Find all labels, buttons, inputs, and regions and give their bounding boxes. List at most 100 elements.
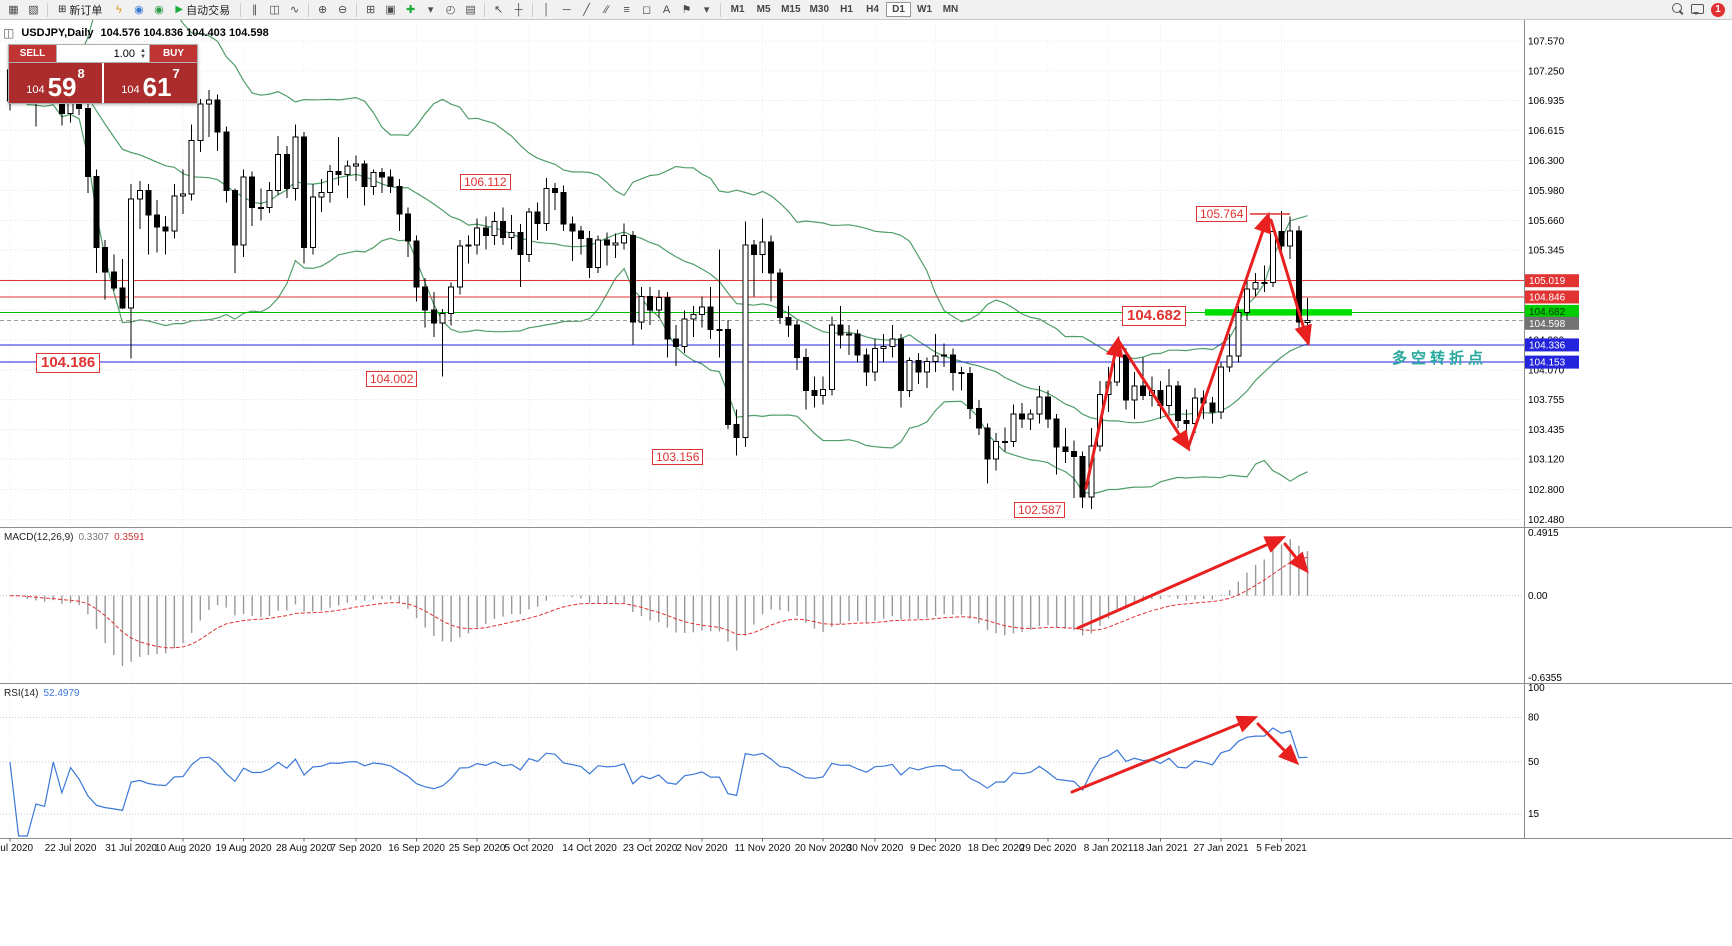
templates-icon[interactable]: ▤ xyxy=(465,4,476,16)
svg-text:106.300: 106.300 xyxy=(1528,156,1565,167)
rsi-label: RSI(14) 52.4979 xyxy=(4,688,80,699)
svg-text:29 Dec 2020: 29 Dec 2020 xyxy=(1020,843,1077,854)
fibonacci-icon[interactable]: ≡ xyxy=(623,3,630,16)
cascade-windows-icon[interactable]: ▣ xyxy=(385,4,396,16)
svg-text:11 Nov 2020: 11 Nov 2020 xyxy=(735,843,791,854)
timeframe-m5[interactable]: M5 xyxy=(756,4,771,15)
indicators-dropdown-icon[interactable]: ▾ xyxy=(427,4,434,16)
sell-button[interactable]: SELL xyxy=(9,45,56,62)
channel-icon[interactable]: ∕∕ xyxy=(604,3,609,16)
indicators-icon[interactable]: ✚ xyxy=(405,4,416,16)
periods-icon[interactable]: ◴ xyxy=(445,4,456,16)
cursor-icon[interactable]: ↖ xyxy=(493,4,504,16)
timeframe-d1[interactable]: D1 xyxy=(886,2,911,17)
price-label-102.587: 102.587 xyxy=(1014,502,1066,518)
arrows-dropdown-icon[interactable]: ▾ xyxy=(703,4,710,16)
timeframe-m1[interactable]: M1 xyxy=(730,4,745,15)
community-icon[interactable]: ◉ xyxy=(134,4,144,16)
svg-text:2 Nov 2020: 2 Nov 2020 xyxy=(676,843,728,854)
label-icon[interactable]: ⚑ xyxy=(681,4,692,16)
new-order-button-label: 新订单 xyxy=(69,4,103,17)
price-label-104.002: 104.002 xyxy=(366,371,418,387)
market-icon[interactable]: ◉ xyxy=(154,4,164,16)
bollinger-upper-band xyxy=(9,20,1308,360)
volume-field: ▲ ▼ xyxy=(56,45,150,62)
chart-window-icon: ◫ xyxy=(3,26,15,40)
trendline-icon[interactable]: ╱ xyxy=(583,4,590,16)
timeframe-h1[interactable]: H1 xyxy=(840,4,853,15)
svg-text:104.153: 104.153 xyxy=(1529,358,1566,369)
svg-text:3 Jul 2020: 3 Jul 2020 xyxy=(0,843,34,854)
svg-text:106.935: 106.935 xyxy=(1528,96,1565,107)
line-chart-icon[interactable]: ∿ xyxy=(289,4,300,16)
chart-area: 107.570 107.250 106.935 106.615 106.300 105.9… xyxy=(0,20,1732,946)
svg-text:5 Feb 2021: 5 Feb 2021 xyxy=(1256,843,1307,854)
svg-text:107.250: 107.250 xyxy=(1528,67,1565,78)
price-label-104.186: 104.186 xyxy=(36,353,101,373)
volume-up-button[interactable]: ▲ xyxy=(140,47,146,54)
trend-arrow-main xyxy=(1116,338,1191,452)
sell-price[interactable]: 104 59 8 xyxy=(9,63,102,103)
macd-value: 0.3307 xyxy=(78,532,110,543)
svg-text:104.070: 104.070 xyxy=(1528,365,1565,376)
svg-text:15: 15 xyxy=(1528,809,1540,820)
vertical-line-icon[interactable]: │ xyxy=(543,3,551,16)
tile-windows-icon[interactable]: ⊞ xyxy=(365,4,376,16)
svg-text:16 Sep 2020: 16 Sep 2020 xyxy=(388,843,445,854)
toolbar-separator xyxy=(484,2,486,17)
new-order-icon: ⊞ xyxy=(58,4,67,15)
timeframe-m30[interactable]: M30 xyxy=(809,4,829,15)
buy-price[interactable]: 104 61 7 xyxy=(104,63,197,103)
svg-text:103.120: 103.120 xyxy=(1528,455,1565,466)
horizontal-line-icon[interactable]: ─ xyxy=(562,3,571,16)
svg-text:27 Jan 2021: 27 Jan 2021 xyxy=(1193,843,1248,854)
zoom-out-icon[interactable]: ⊖ xyxy=(337,4,348,16)
search-icon[interactable] xyxy=(1668,1,1687,18)
buy-button[interactable]: BUY xyxy=(150,45,197,62)
annotation-arrows xyxy=(1070,211,1312,794)
new-order-button[interactable]: ⊞ 新订单 xyxy=(52,1,108,18)
svg-text:0.4915: 0.4915 xyxy=(1528,528,1559,539)
profiles-icon[interactable]: ▧ xyxy=(28,4,39,16)
svg-text:-0.6355: -0.6355 xyxy=(1528,673,1562,684)
svg-text:30 Nov 2020: 30 Nov 2020 xyxy=(847,843,904,854)
timeframe-h4[interactable]: H4 xyxy=(866,4,879,15)
candles xyxy=(7,52,1311,510)
svg-text:18 Jan 2021: 18 Jan 2021 xyxy=(1133,843,1188,854)
sell-pips: 59 xyxy=(47,72,77,102)
svg-text:9 Dec 2020: 9 Dec 2020 xyxy=(910,843,962,854)
volume-down-button[interactable]: ▼ xyxy=(140,53,146,60)
bar-chart-icon[interactable]: ∥ xyxy=(251,4,258,16)
svg-text:104.598: 104.598 xyxy=(1529,319,1566,330)
timeframe-m15[interactable]: M15 xyxy=(781,4,801,15)
trend-arrow-rsi xyxy=(1256,722,1300,766)
svg-text:7 Sep 2020: 7 Sep 2020 xyxy=(330,843,382,854)
volume-input[interactable] xyxy=(57,47,138,60)
svg-text:31 Jul 2020: 31 Jul 2020 xyxy=(105,843,157,854)
axis-tag-104.598 xyxy=(1525,316,1579,330)
play-icon: ▶ xyxy=(175,4,184,15)
trend-arrow-main xyxy=(1186,211,1272,450)
notification-badge[interactable]: 1 xyxy=(1711,2,1725,17)
shapes-icon[interactable]: ◻ xyxy=(642,4,652,16)
autotrading-button[interactable]: ▶ 自动交易 xyxy=(169,1,236,18)
trend-arrow-macd xyxy=(1283,542,1309,574)
crosshair-icon[interactable]: ┼ xyxy=(514,3,523,16)
alerts-icon[interactable]: ϟ xyxy=(115,3,122,16)
new-chart-icon[interactable]: ▦ xyxy=(8,4,19,16)
timeframe-w1[interactable]: W1 xyxy=(917,4,932,15)
axis-tag-104.846 xyxy=(1525,290,1579,304)
chat-icon[interactable] xyxy=(1688,1,1707,18)
candlestick-chart-icon[interactable]: ◫ xyxy=(269,4,280,16)
svg-text:0.00: 0.00 xyxy=(1528,591,1548,602)
svg-text:10 Aug 2020: 10 Aug 2020 xyxy=(155,843,212,854)
text-icon[interactable]: A xyxy=(662,3,671,16)
svg-text:18 Dec 2020: 18 Dec 2020 xyxy=(968,843,1025,854)
horizontal-price-lines xyxy=(0,280,1524,363)
price-chart[interactable]: 107.570 107.250 106.935 106.615 106.300 105.9… xyxy=(0,20,1732,946)
timeframe-mn[interactable]: MN xyxy=(942,4,959,15)
zoom-in-icon[interactable]: ⊕ xyxy=(317,4,328,16)
buy-pips: 61 xyxy=(142,72,172,102)
